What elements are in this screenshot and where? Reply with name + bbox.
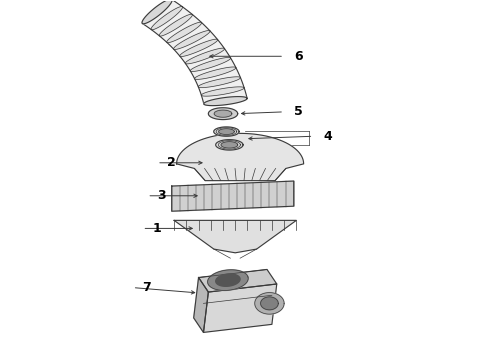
Polygon shape (172, 181, 294, 211)
Polygon shape (194, 278, 208, 332)
Polygon shape (167, 22, 201, 43)
Text: 3: 3 (157, 189, 166, 202)
Polygon shape (214, 127, 239, 136)
Polygon shape (190, 58, 231, 72)
Polygon shape (255, 293, 284, 314)
Text: 5: 5 (294, 105, 303, 118)
Polygon shape (143, 0, 247, 104)
Polygon shape (174, 220, 296, 253)
Polygon shape (208, 108, 238, 120)
Polygon shape (142, 0, 172, 24)
Polygon shape (198, 270, 277, 292)
Polygon shape (195, 67, 236, 79)
Text: 4: 4 (323, 130, 332, 143)
Polygon shape (142, 0, 172, 24)
Polygon shape (201, 87, 244, 96)
Polygon shape (176, 134, 304, 181)
Polygon shape (204, 97, 247, 105)
Polygon shape (198, 77, 241, 87)
Polygon shape (261, 297, 278, 310)
Polygon shape (159, 14, 193, 36)
Polygon shape (216, 140, 243, 150)
Polygon shape (185, 48, 224, 64)
Polygon shape (221, 142, 238, 148)
Text: 1: 1 (152, 222, 161, 235)
Polygon shape (216, 274, 240, 286)
Polygon shape (172, 191, 294, 211)
Polygon shape (214, 110, 232, 117)
Polygon shape (208, 270, 248, 291)
Polygon shape (172, 181, 294, 196)
Polygon shape (180, 39, 218, 57)
Text: 6: 6 (294, 50, 302, 63)
Polygon shape (219, 129, 234, 134)
Polygon shape (151, 6, 183, 30)
Text: 7: 7 (143, 281, 151, 294)
Polygon shape (203, 284, 277, 332)
Polygon shape (173, 31, 210, 49)
Text: 2: 2 (167, 156, 175, 169)
Polygon shape (204, 96, 247, 105)
